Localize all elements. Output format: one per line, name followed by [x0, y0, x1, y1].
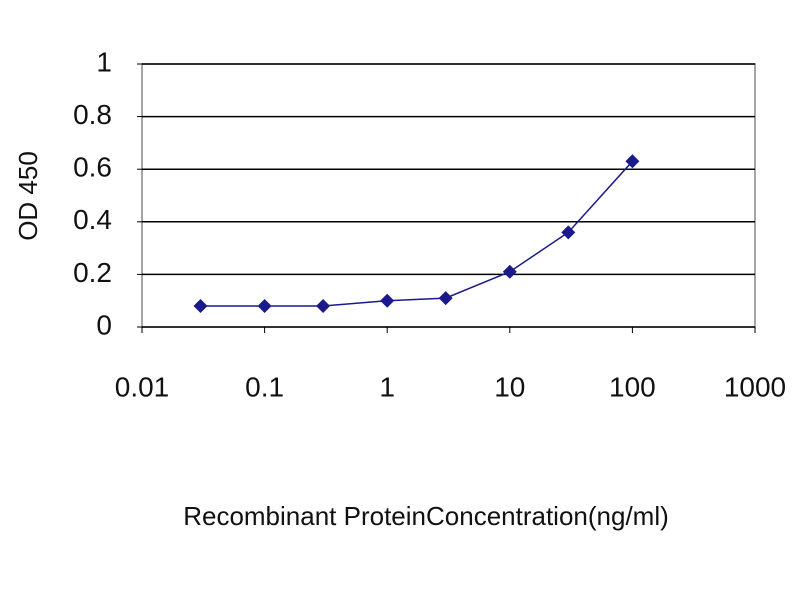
data-line — [200, 160, 633, 307]
data-point — [257, 298, 272, 313]
y-axis-label: OD 450 — [13, 151, 43, 241]
x-tick-label: 10 — [494, 371, 525, 402]
y-tick-label: 0.2 — [73, 257, 112, 288]
x-axis-label: Recombinant ProteinConcentration(ng/ml) — [183, 501, 669, 531]
plot-area — [141, 63, 756, 328]
data-point — [438, 291, 453, 306]
x-tick-label: 0.1 — [245, 371, 284, 402]
y-tick-label: 0 — [96, 309, 112, 340]
y-tick-label: 0.4 — [73, 204, 112, 235]
data-point — [625, 154, 640, 169]
x-tick-label: 1000 — [724, 371, 786, 402]
x-tick-label: 100 — [609, 371, 656, 402]
data-point — [316, 298, 331, 313]
data-point — [380, 293, 395, 308]
x-tick-label: 0.01 — [115, 371, 170, 402]
data-point — [502, 264, 517, 279]
x-tick-label: 1 — [379, 371, 395, 402]
y-tick-label: 0.6 — [73, 152, 112, 183]
y-tick-label: 0.8 — [73, 99, 112, 130]
y-tick-label: 1 — [96, 46, 112, 77]
data-point — [561, 225, 576, 240]
data-point — [193, 298, 208, 313]
